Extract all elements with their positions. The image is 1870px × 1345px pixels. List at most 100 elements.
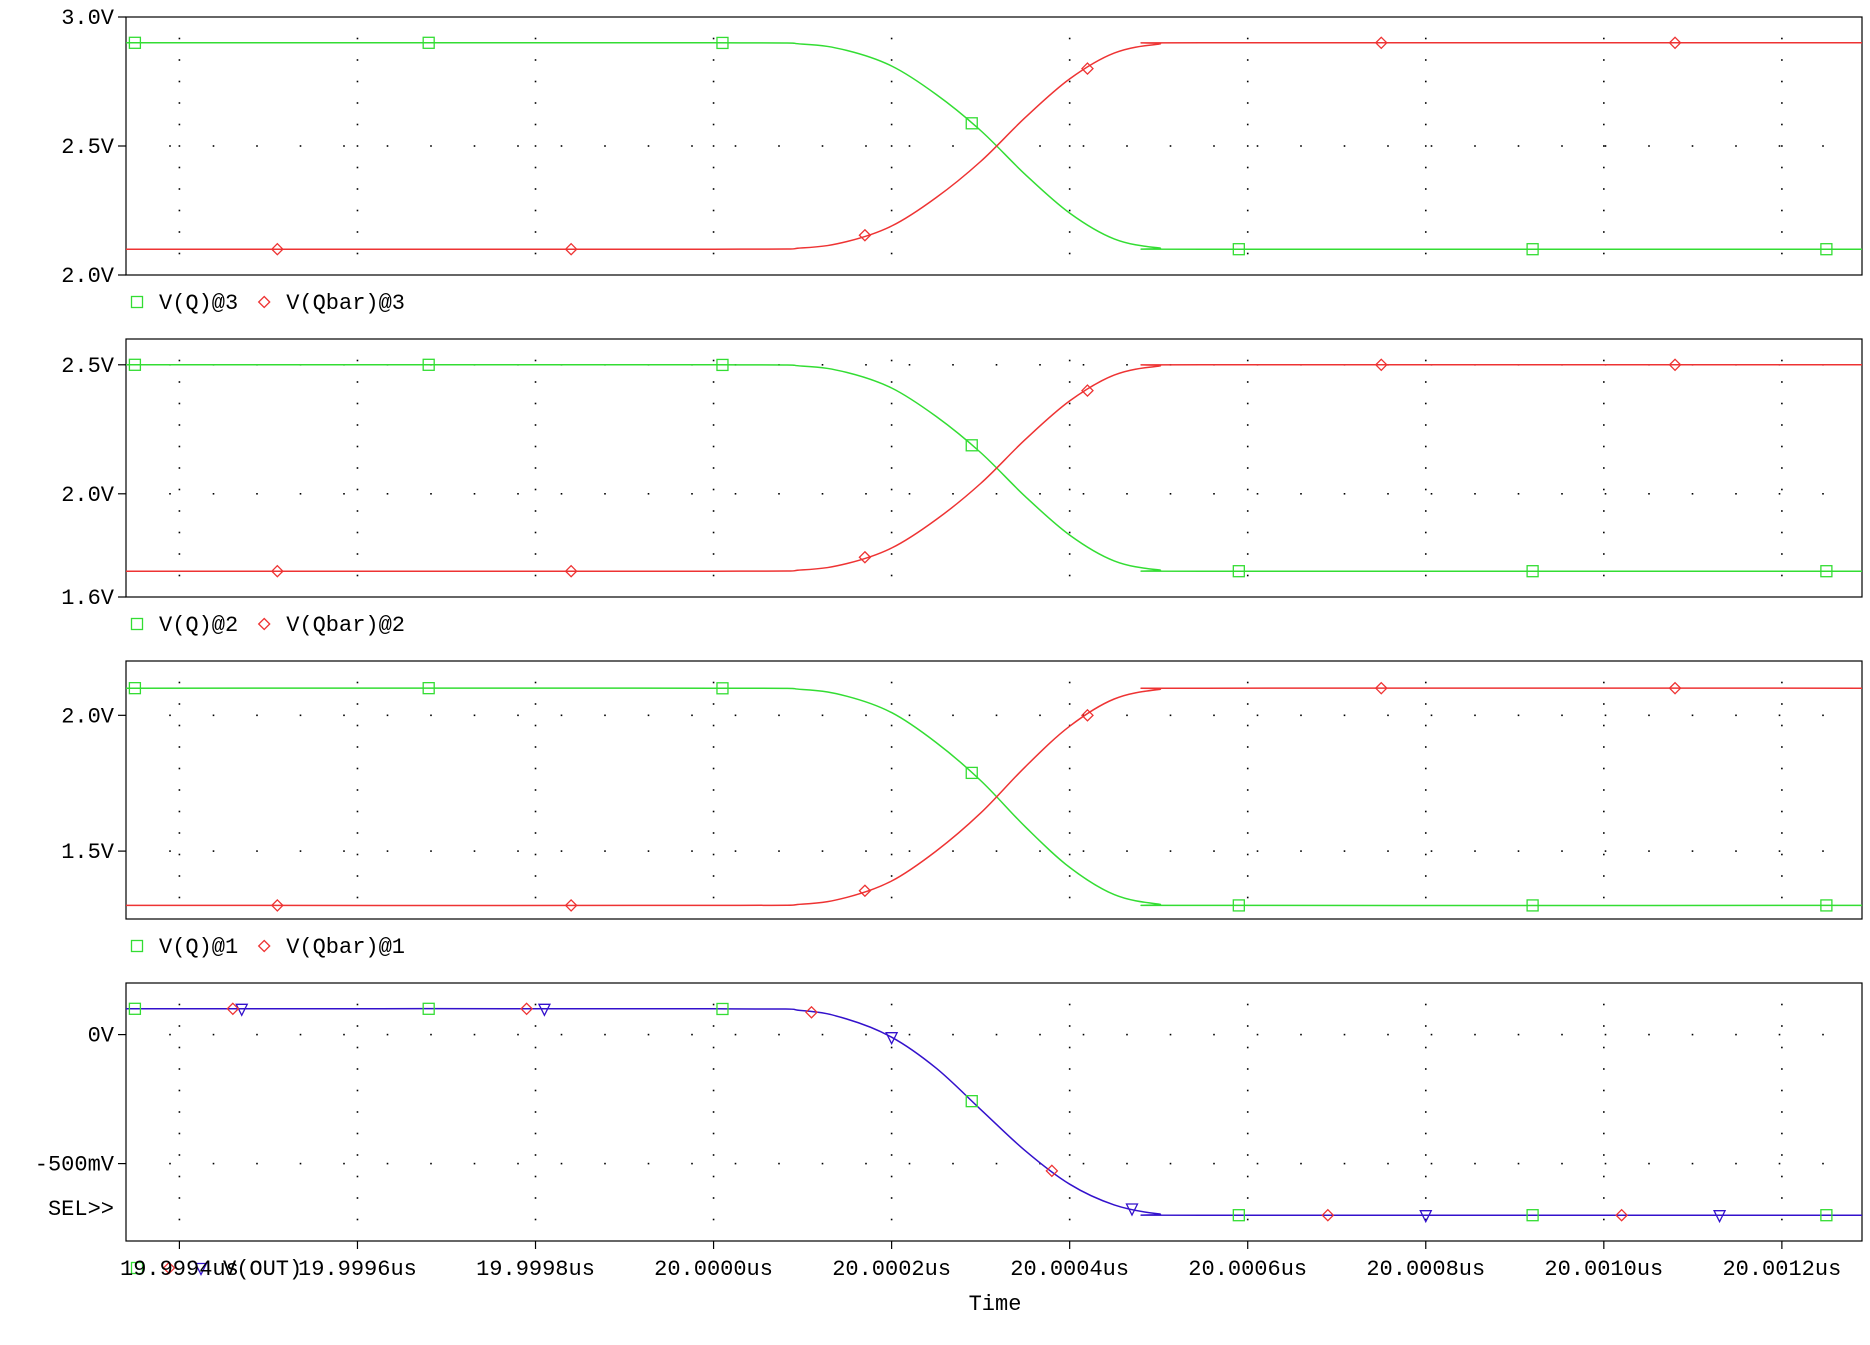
grid-dot	[299, 493, 302, 495]
grid-dot	[1781, 1132, 1783, 1135]
data-point-marker	[716, 682, 729, 695]
grid-dot	[386, 714, 389, 717]
grid-dot	[356, 1068, 359, 1070]
grid-dot	[712, 102, 715, 104]
grid-dot	[299, 145, 302, 147]
grid-dot	[778, 850, 780, 852]
grid-dot	[1424, 1089, 1427, 1092]
grid-dot	[534, 853, 537, 856]
grid-dot	[178, 724, 181, 727]
grid-dot	[1474, 850, 1476, 852]
grid-dot	[1648, 1162, 1650, 1165]
grid-dot	[691, 493, 693, 495]
data-point-marker	[270, 899, 284, 912]
data-point-marker	[564, 899, 578, 912]
grid-dot	[1603, 488, 1605, 491]
grid-dot	[778, 1162, 780, 1165]
grid-dot	[178, 1068, 181, 1070]
grid-dot	[356, 1154, 359, 1156]
grid-dot	[356, 724, 359, 727]
x-tick-label: 19.9996us	[298, 1257, 417, 1282]
grid-dot	[1822, 493, 1824, 495]
grid-dot	[1648, 145, 1650, 147]
grid-dot	[1068, 1003, 1071, 1006]
grid-dot	[534, 145, 537, 147]
grid-dot	[1424, 853, 1427, 856]
grid-dot	[178, 767, 181, 770]
grid-dot	[952, 145, 954, 147]
grid-dot	[534, 381, 537, 383]
grid-dot	[1781, 574, 1783, 577]
grid-dot	[1213, 714, 1215, 717]
grid-dot	[1169, 493, 1172, 495]
grid-dot	[1068, 37, 1071, 40]
grid-dot	[473, 145, 476, 147]
grid-dot	[1603, 209, 1605, 212]
grid-dot	[1068, 789, 1071, 791]
grid-dot	[1781, 810, 1783, 813]
grid-dot	[169, 493, 171, 495]
grid-dot	[473, 714, 476, 717]
grid-dot	[821, 714, 824, 717]
grid-dot	[1256, 1033, 1259, 1036]
data-point-marker	[1820, 565, 1833, 578]
grid-dot	[890, 467, 893, 469]
grid-dot	[1474, 145, 1476, 147]
grid-dot	[560, 1162, 563, 1165]
data-point-marker	[965, 439, 978, 452]
grid-dot	[712, 424, 715, 426]
grid-dot	[1781, 145, 1783, 147]
grid-dot	[691, 1162, 693, 1165]
grid-dot	[178, 402, 181, 405]
grid-dot	[821, 364, 824, 366]
grid-dot	[712, 1025, 715, 1027]
grid-dot	[712, 123, 715, 126]
grid-dot	[534, 1068, 537, 1070]
grid-dot	[212, 145, 215, 147]
grid-dot	[1246, 875, 1249, 877]
grid-dot	[1126, 1033, 1128, 1036]
grid-dot	[890, 531, 893, 534]
data-point-marker	[1081, 708, 1094, 722]
grid-dot	[212, 1162, 215, 1165]
grid-dot	[712, 853, 715, 856]
grid-dot	[890, 1046, 893, 1049]
grid-dot	[356, 1132, 359, 1135]
grid-dot	[890, 402, 893, 405]
data-point-marker	[858, 228, 872, 242]
grid-dot	[1246, 381, 1249, 383]
grid-dot	[534, 1025, 537, 1027]
data-point-marker	[1125, 1203, 1139, 1217]
grid-dot	[178, 853, 181, 856]
data-point-marker	[128, 358, 142, 371]
grid-dot	[1474, 493, 1476, 495]
grid-dot	[1068, 59, 1071, 61]
grid-dot	[1082, 145, 1085, 147]
data-point-marker	[1668, 681, 1682, 695]
plot-frame	[125, 660, 1863, 920]
y-tick-label: 2.0V	[61, 264, 115, 289]
grid-dot	[1068, 510, 1071, 512]
grid-dot	[534, 102, 537, 104]
grid-dot	[1068, 531, 1071, 534]
grid-dot	[1604, 714, 1607, 717]
data-point-marker	[965, 1095, 978, 1108]
grid-dot	[1246, 402, 1249, 405]
grid-dot	[1561, 850, 1563, 852]
grid-dot	[1691, 145, 1694, 147]
grid-dot	[1068, 553, 1071, 555]
grid-dot	[1424, 166, 1427, 169]
grid-dot	[1068, 467, 1071, 469]
grid-dot	[534, 1003, 537, 1006]
grid-dot	[908, 850, 911, 852]
data-point-marker	[128, 682, 142, 695]
grid-dot	[178, 102, 181, 104]
grid-dot	[712, 80, 715, 83]
grid-dot	[1300, 714, 1302, 717]
data-point-marker	[1526, 1209, 1539, 1222]
grid-dot	[534, 1154, 537, 1156]
grid-dot	[1517, 714, 1520, 717]
grid-dot	[1781, 1046, 1783, 1049]
grid-dot	[178, 510, 181, 512]
x-tick-label: 20.0010us	[1544, 1257, 1663, 1282]
